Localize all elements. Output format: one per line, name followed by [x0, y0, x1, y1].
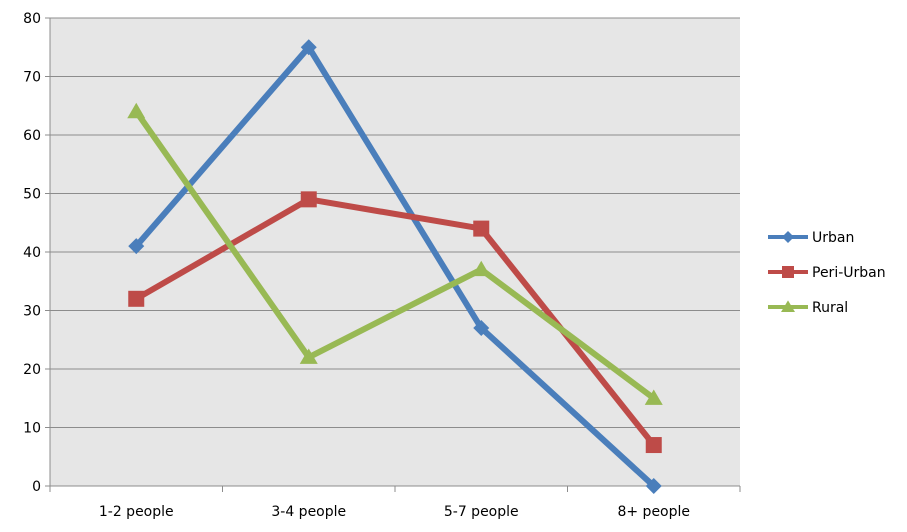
x-tick-label: 8+ people: [617, 504, 690, 520]
data-point-square: [645, 437, 662, 454]
y-tick-label: 80: [23, 11, 41, 27]
legend-label: Urban: [812, 230, 854, 246]
x-tick-label: 3-4 people: [271, 504, 346, 520]
y-tick-label: 30: [23, 304, 41, 320]
y-tick-label: 70: [23, 70, 41, 86]
data-point-triangle: [644, 389, 663, 405]
y-tick-label: 10: [23, 421, 41, 437]
legend: Urban Peri-Urban Rural: [768, 230, 886, 316]
data-point-triangle: [127, 102, 146, 119]
data-point-triangle: [299, 348, 318, 364]
series-lines: [127, 39, 663, 494]
x-tick-label: 1-2 people: [99, 504, 174, 520]
data-point-diamond: [300, 39, 317, 56]
series-line: [133, 108, 657, 402]
data-point-diamond: [473, 320, 490, 337]
legend-item: Peri-Urban: [768, 265, 886, 281]
y-tick-label: 0: [32, 479, 41, 495]
legend-label: Rural: [812, 300, 848, 316]
data-point-triangle: [781, 300, 795, 312]
series-line: [133, 44, 657, 489]
series-urban: [128, 39, 662, 494]
y-tick-label: 20: [23, 362, 41, 378]
legend-label: Peri-Urban: [812, 265, 886, 281]
y-tick-label: 50: [23, 187, 41, 203]
data-point-square: [128, 290, 145, 307]
data-point-square: [782, 266, 794, 278]
y-tick-label: 60: [23, 128, 41, 144]
x-tick-label: 5-7 people: [444, 504, 519, 520]
data-point-diamond: [645, 478, 662, 494]
legend-item: Urban: [768, 230, 854, 246]
data-point-square: [300, 191, 317, 208]
data-point-triangle: [472, 260, 491, 277]
data-point-diamond: [782, 231, 794, 243]
data-point-diamond: [128, 238, 145, 255]
data-point-square: [473, 220, 490, 237]
legend-item: Rural: [768, 300, 848, 316]
axes: 0 10 20 30 40 50 60 70 80 1-2 people 3-4 people 5-7…: [23, 11, 741, 520]
y-tick-label: 40: [23, 245, 41, 261]
series-rural: [127, 102, 663, 405]
